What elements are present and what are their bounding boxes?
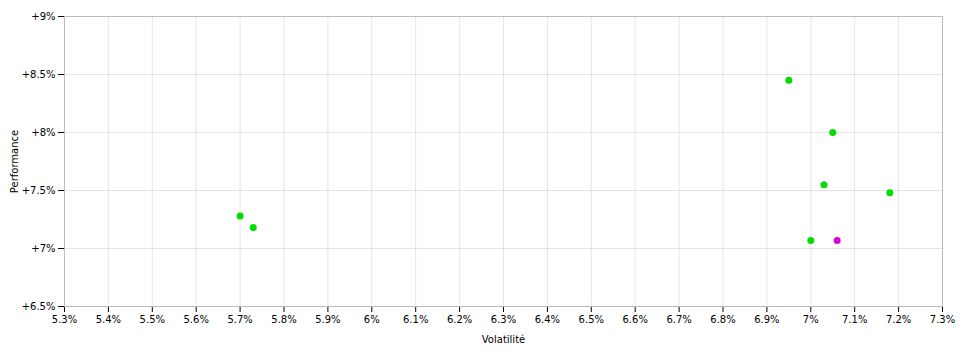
- svg-text:6.2%: 6.2%: [447, 314, 472, 325]
- svg-text:6.8%: 6.8%: [710, 314, 735, 325]
- svg-text:6%: 6%: [364, 314, 380, 325]
- svg-text:5.4%: 5.4%: [96, 314, 121, 325]
- svg-text:+7%: +7%: [31, 243, 55, 254]
- svg-text:+8%: +8%: [31, 127, 55, 138]
- svg-text:5.9%: 5.9%: [315, 314, 340, 325]
- svg-text:7.3%: 7.3%: [930, 314, 955, 325]
- svg-text:6.7%: 6.7%: [666, 314, 691, 325]
- svg-text:+6.5%: +6.5%: [22, 301, 56, 312]
- svg-text:6.1%: 6.1%: [403, 314, 428, 325]
- svg-text:Volatilité: Volatilité: [482, 334, 525, 345]
- svg-text:Performance: Performance: [9, 130, 20, 193]
- svg-text:+9%: +9%: [31, 11, 55, 22]
- svg-text:6.5%: 6.5%: [579, 314, 604, 325]
- svg-text:5.7%: 5.7%: [227, 314, 252, 325]
- svg-text:+8.5%: +8.5%: [22, 69, 56, 80]
- svg-text:7.1%: 7.1%: [842, 314, 867, 325]
- svg-text:5.8%: 5.8%: [271, 314, 296, 325]
- svg-text:5.6%: 5.6%: [183, 314, 208, 325]
- svg-text:6.9%: 6.9%: [754, 314, 779, 325]
- svg-text:+7.5%: +7.5%: [22, 185, 56, 196]
- svg-text:5.5%: 5.5%: [140, 314, 165, 325]
- svg-text:7%: 7%: [803, 314, 819, 325]
- svg-text:5.3%: 5.3%: [52, 314, 77, 325]
- svg-text:6.6%: 6.6%: [622, 314, 647, 325]
- svg-text:7.2%: 7.2%: [886, 314, 911, 325]
- svg-text:6.3%: 6.3%: [491, 314, 516, 325]
- svg-text:6.4%: 6.4%: [535, 314, 560, 325]
